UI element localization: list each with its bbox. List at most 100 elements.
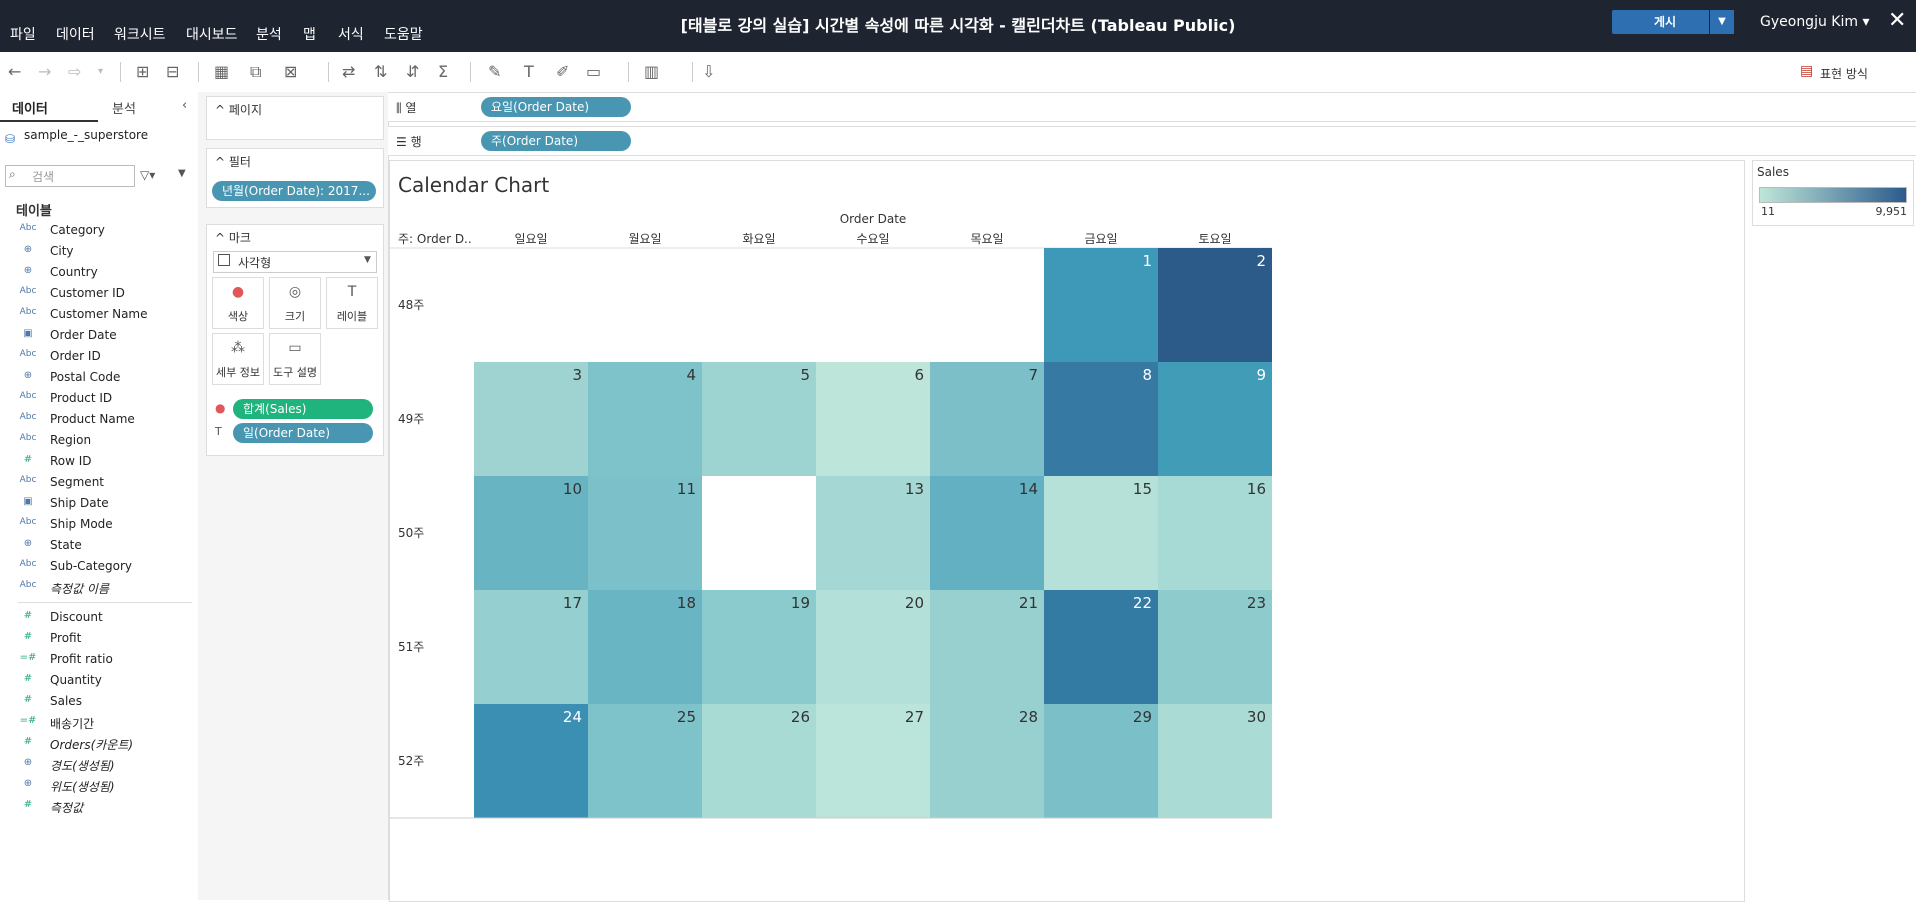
- highlight-icon[interactable]: ✎: [488, 62, 502, 81]
- filter-pill[interactable]: 년월(Order Date): 2017...: [212, 181, 376, 201]
- field-item[interactable]: Abc Customer Name: [0, 304, 196, 325]
- menu-item-2[interactable]: 워크시트: [114, 27, 166, 43]
- calendar-cell[interactable]: [930, 590, 1044, 704]
- calendar-cell[interactable]: [816, 476, 930, 590]
- calendar-cell[interactable]: [816, 362, 930, 476]
- show-me-icon[interactable]: ▥: [644, 62, 660, 81]
- calendar-cell[interactable]: [702, 590, 816, 704]
- download-icon[interactable]: ⇩: [702, 62, 716, 81]
- field-item[interactable]: # Profit: [0, 628, 196, 649]
- detail-button[interactable]: ⁂ 세부 정보: [212, 333, 264, 385]
- field-item[interactable]: Abc Ship Mode: [0, 514, 196, 535]
- field-item[interactable]: Abc Segment: [0, 472, 196, 493]
- field-item[interactable]: # Row ID: [0, 451, 196, 472]
- menu-item-5[interactable]: 맵: [303, 27, 316, 43]
- calendar-cell[interactable]: [588, 590, 702, 704]
- new-datasource-icon[interactable]: ⊞: [136, 62, 150, 81]
- legend-color-ramp[interactable]: [1759, 187, 1907, 203]
- undo-icon[interactable]: ←: [8, 62, 22, 81]
- field-item[interactable]: =# 배송기간: [0, 712, 196, 733]
- collapse-pane-icon[interactable]: ‹: [182, 98, 188, 113]
- user-menu[interactable]: Gyeongju Kim ▾: [1760, 14, 1870, 30]
- field-item[interactable]: Abc 측정값 이름: [0, 577, 196, 598]
- field-item[interactable]: Abc Sub-Category: [0, 556, 196, 577]
- publish-dropdown-button[interactable]: ▼: [1709, 10, 1734, 34]
- field-item[interactable]: # Quantity: [0, 670, 196, 691]
- field-item[interactable]: ⊕ 경도(생성됨): [0, 754, 196, 775]
- calendar-cell[interactable]: [702, 704, 816, 818]
- field-item[interactable]: =# Profit ratio: [0, 649, 196, 670]
- menu-item-0[interactable]: 파일: [10, 27, 36, 43]
- field-item[interactable]: # Orders(카운트): [0, 733, 196, 754]
- calendar-cell[interactable]: [1044, 590, 1158, 704]
- calendar-cell[interactable]: [1158, 248, 1272, 362]
- menu-item-3[interactable]: 대시보드: [186, 27, 238, 43]
- field-item[interactable]: ⊕ City: [0, 241, 196, 262]
- columns-pill[interactable]: 요일(Order Date): [481, 97, 631, 117]
- calendar-cell[interactable]: [1044, 248, 1158, 362]
- calendar-cell[interactable]: [816, 590, 930, 704]
- menu-item-1[interactable]: 데이터: [56, 27, 95, 43]
- calendar-cell[interactable]: [1044, 704, 1158, 818]
- datasource-name[interactable]: sample_-_superstore: [24, 128, 149, 142]
- field-item[interactable]: # 측정값: [0, 796, 196, 817]
- field-item[interactable]: Abc Product Name: [0, 409, 196, 430]
- sort-ascending-icon[interactable]: ⇅: [374, 62, 388, 81]
- rows-pill[interactable]: 주(Order Date): [481, 131, 631, 151]
- calendar-cell[interactable]: [1158, 704, 1272, 818]
- menu-item-4[interactable]: 분석: [256, 27, 282, 43]
- presentation-mode-icon[interactable]: ▤: [1800, 63, 1814, 79]
- calendar-cell[interactable]: [1158, 362, 1272, 476]
- menu-item-7[interactable]: 도움말: [384, 27, 423, 43]
- field-item[interactable]: # Sales: [0, 691, 196, 712]
- calendar-cell[interactable]: [1044, 362, 1158, 476]
- calendar-cell[interactable]: [930, 476, 1044, 590]
- field-item[interactable]: Abc Order ID: [0, 346, 196, 367]
- pause-updates-icon[interactable]: ⊟: [166, 62, 180, 81]
- menu-item-6[interactable]: 서식: [338, 27, 364, 43]
- calendar-cell[interactable]: [474, 476, 588, 590]
- field-item[interactable]: ⊕ 위도(생성됨): [0, 775, 196, 796]
- tab-analysis[interactable]: 분석: [112, 102, 136, 117]
- calendar-cell[interactable]: [588, 362, 702, 476]
- field-item[interactable]: ⊕ State: [0, 535, 196, 556]
- sort-descending-icon[interactable]: ⇵: [406, 62, 420, 81]
- calendar-cell[interactable]: [702, 362, 816, 476]
- field-item[interactable]: Abc Product ID: [0, 388, 196, 409]
- field-item[interactable]: Abc Category: [0, 220, 196, 241]
- field-item[interactable]: Abc Customer ID: [0, 283, 196, 304]
- tooltip-button[interactable]: ▭ 도구 설명: [269, 333, 321, 385]
- tab-data[interactable]: 데이터: [12, 102, 48, 117]
- field-item[interactable]: ▣ Order Date: [0, 325, 196, 346]
- redo-icon[interactable]: →: [38, 62, 52, 81]
- calendar-cell[interactable]: [816, 704, 930, 818]
- columns-shelf[interactable]: ⫼ 열 요일(Order Date): [388, 92, 1916, 122]
- calendar-cell[interactable]: [1158, 476, 1272, 590]
- search-input[interactable]: ⌕ 검색: [5, 165, 135, 187]
- label-button[interactable]: T 레이블: [326, 277, 378, 329]
- calendar-cell[interactable]: [1044, 476, 1158, 590]
- totals-icon[interactable]: Σ: [438, 62, 449, 81]
- rows-shelf[interactable]: ☰ 행 주(Order Date): [388, 126, 1916, 156]
- format-icon[interactable]: ✐: [556, 62, 570, 81]
- pages-card-title[interactable]: ^ 페이지: [215, 103, 262, 117]
- color-pill[interactable]: 합계(Sales): [233, 399, 373, 419]
- more-options-icon[interactable]: ▼: [178, 168, 186, 179]
- presentation-mode-button[interactable]: 표현 방식: [1820, 67, 1868, 81]
- calendar-cell[interactable]: [1158, 590, 1272, 704]
- calendar-cell[interactable]: [930, 362, 1044, 476]
- color-button[interactable]: ● 색상: [212, 277, 264, 329]
- label-pill[interactable]: 일(Order Date): [233, 423, 373, 443]
- field-item[interactable]: ▣ Ship Date: [0, 493, 196, 514]
- marks-card-title[interactable]: ^ 마크: [215, 231, 251, 245]
- calendar-cell[interactable]: [588, 476, 702, 590]
- size-button[interactable]: ◎ 크기: [269, 277, 321, 329]
- calendar-cell[interactable]: [930, 704, 1044, 818]
- publish-button[interactable]: 게시: [1612, 10, 1718, 34]
- filter-fields-icon[interactable]: ▽▾: [140, 168, 156, 182]
- swap-icon[interactable]: ⇄: [342, 62, 356, 81]
- calendar-cell[interactable]: [474, 362, 588, 476]
- calendar-cell[interactable]: [474, 704, 588, 818]
- field-item[interactable]: ⊕ Country: [0, 262, 196, 283]
- field-item[interactable]: Abc Region: [0, 430, 196, 451]
